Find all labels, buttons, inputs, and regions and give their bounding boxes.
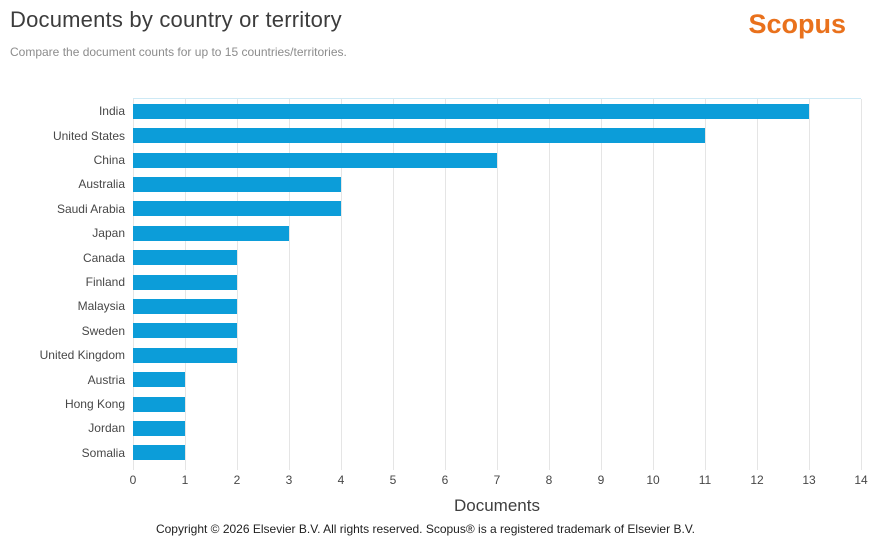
x-gridline bbox=[237, 99, 238, 470]
plot-area: 0 1 2 3 4 5 6 7 8 9 10 11 12 13 14 bbox=[130, 98, 868, 487]
x-gridline bbox=[445, 99, 446, 470]
x-tick-label: 1 bbox=[181, 473, 189, 487]
x-tick-label: 8 bbox=[545, 473, 553, 487]
plot-top-border bbox=[133, 98, 861, 99]
category-label: Jordan bbox=[88, 421, 125, 436]
bar-austria[interactable] bbox=[133, 372, 185, 388]
x-gridline bbox=[705, 99, 706, 470]
category-label: China bbox=[93, 153, 125, 167]
bar-united-kingdom[interactable] bbox=[133, 347, 237, 363]
bar-united-states[interactable] bbox=[133, 128, 705, 144]
x-tick-label: 12 bbox=[750, 473, 764, 487]
scopus-logo[interactable]: Scopus bbox=[748, 9, 846, 39]
x-gridline bbox=[289, 99, 290, 470]
x-tick-label: 7 bbox=[493, 473, 501, 487]
x-axis-title: Documents bbox=[454, 496, 540, 515]
bar-hong-kong[interactable] bbox=[133, 396, 185, 412]
bar-saudi-arabia[interactable] bbox=[133, 201, 341, 217]
category-label: Saudi Arabia bbox=[56, 201, 125, 216]
bar-somalia[interactable] bbox=[133, 445, 185, 461]
bar-canada[interactable] bbox=[133, 250, 237, 266]
x-tick-label: 11 bbox=[698, 473, 712, 487]
page-title: Documents by country or territory bbox=[10, 7, 342, 32]
category-label: Australia bbox=[78, 177, 125, 192]
category-label: Austria bbox=[87, 372, 125, 387]
category-label: United States bbox=[52, 128, 125, 143]
category-label: United Kingdom bbox=[39, 348, 125, 363]
x-tick-label: 6 bbox=[441, 473, 449, 487]
bar-india[interactable] bbox=[133, 103, 809, 119]
x-tick-label: 0 bbox=[129, 473, 137, 487]
category-axis-labels: India United States China Australia Saudi Ar… bbox=[0, 99, 125, 465]
bar-china[interactable] bbox=[133, 152, 497, 168]
x-tick-label: 13 bbox=[802, 473, 816, 487]
bar-malaysia[interactable] bbox=[133, 298, 237, 314]
x-gridline bbox=[393, 99, 394, 470]
bar-sweden[interactable] bbox=[133, 323, 237, 339]
bar-japan[interactable] bbox=[133, 225, 289, 241]
category-label: India bbox=[98, 104, 125, 119]
category-label: Hong Kong bbox=[64, 397, 125, 411]
bar-jordan[interactable] bbox=[133, 420, 185, 436]
x-gridline bbox=[549, 99, 550, 470]
page-subtitle: Compare the document counts for up to 15… bbox=[10, 45, 347, 59]
copyright-footer: Copyright © 2026 Elsevier B.V. All right… bbox=[155, 522, 696, 536]
category-label: Malaysia bbox=[77, 299, 125, 314]
x-gridline bbox=[601, 99, 602, 470]
bar-finland[interactable] bbox=[133, 274, 237, 290]
x-gridline bbox=[757, 99, 758, 470]
x-tick-label: 2 bbox=[233, 473, 241, 487]
category-label: Japan bbox=[92, 226, 125, 241]
x-tick-label: 4 bbox=[337, 473, 345, 487]
category-label: Finland bbox=[85, 275, 125, 289]
x-gridline bbox=[341, 99, 342, 470]
x-tick-label: 14 bbox=[854, 473, 868, 487]
x-gridline bbox=[653, 99, 654, 470]
bar-australia[interactable] bbox=[133, 176, 341, 192]
x-gridline bbox=[497, 99, 498, 470]
x-tick-label: 3 bbox=[285, 473, 293, 487]
x-tick-label: 10 bbox=[646, 473, 660, 487]
x-tick-label: 5 bbox=[389, 473, 397, 487]
x-gridline bbox=[861, 99, 862, 470]
x-tick-label: 9 bbox=[597, 473, 605, 487]
category-label: Sweden bbox=[81, 323, 125, 338]
category-label: Somalia bbox=[81, 445, 125, 460]
chart-header: Documents by country or territory Compar… bbox=[0, 0, 877, 90]
x-gridline bbox=[809, 99, 810, 470]
category-label: Canada bbox=[82, 250, 125, 265]
